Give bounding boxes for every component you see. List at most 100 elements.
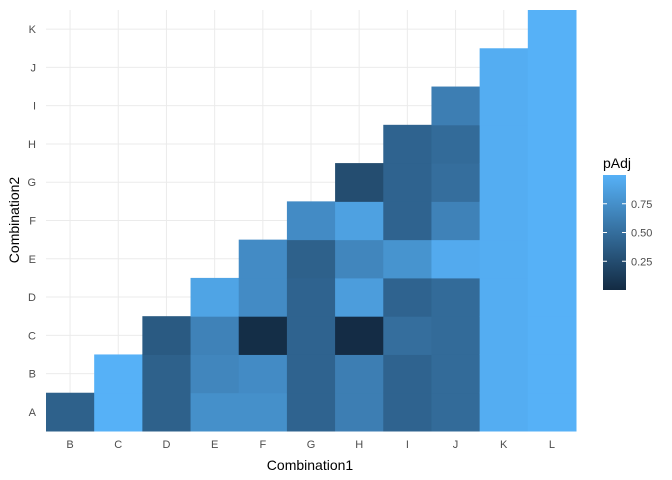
heatmap-cell-K-A [479,392,529,432]
heatmap-cell-L-G [527,163,577,202]
heatmap-cell-G-F [286,201,336,241]
y-tick-label: E [29,254,36,266]
heatmap-cell-E-B [190,354,240,394]
x-axis-ticks: B C D E F G H I J K L [66,439,555,451]
legend-title: pAdj [603,155,631,171]
heatmap-cell-L-C [527,316,577,355]
x-tick-label: B [66,439,73,451]
heatmap-cell-J-D [431,277,481,317]
y-tick-label: F [29,216,36,228]
heatmap-cell-H-A [335,392,384,432]
heatmap-cell-C-A [94,392,143,432]
heatmap-cell-I-C [383,316,432,355]
heatmap-cell-J-C [431,316,481,355]
heatmap-cell-E-C [190,316,240,355]
heatmap-cell-L-J [527,48,577,88]
heatmap-cell-I-A [383,392,432,432]
heatmap-cell-D-B [142,354,192,394]
heatmap-cell-G-E [286,239,336,279]
heatmap-cell-E-A [190,392,240,432]
x-tick-label: E [211,439,218,451]
heatmap-cell-I-H [383,124,432,164]
heatmap-cell-C-B [94,354,143,394]
heatmap-cell-G-C [286,316,336,355]
heatmap-cell-L-I [527,86,577,126]
x-tick-label: K [500,439,508,451]
heatmap-cell-H-B [335,354,384,394]
heatmap-cell-K-H [479,124,529,164]
heatmap-cell-F-E [238,239,288,279]
x-tick-label: H [355,439,363,451]
heatmap-cell-K-I [479,86,529,126]
heatmap-cell-G-A [286,392,336,432]
heatmap-cell-K-B [479,354,529,394]
heatmap-cell-H-F [335,201,384,241]
y-tick-label: J [31,62,37,74]
y-tick-label: K [29,24,37,36]
heatmap-cell-K-D [479,277,529,317]
y-tick-label: D [28,292,36,304]
heatmap-cell-L-F [527,201,577,241]
heatmap-cell-I-E [383,239,432,279]
x-tick-label: G [307,439,316,451]
heatmap-cell-K-F [479,201,529,241]
heatmap-cell-F-B [238,354,288,394]
legend: pAdj 0.25 0.50 0.75 [603,155,652,290]
heatmap-cell-K-E [479,239,529,279]
heatmap-cell-J-G [431,163,481,202]
x-tick-label: F [259,439,266,451]
heatmap-cell-J-F [431,201,481,241]
heatmap-cell-J-E [431,239,481,279]
x-tick-label: I [406,439,409,451]
y-axis-ticks: A B C D E F G H I J K [27,24,36,419]
heatmap-cell-K-C [479,316,529,355]
heatmap-cell-L-D [527,277,577,317]
heatmap-cell-H-G [335,163,384,202]
y-tick-label: C [28,330,36,342]
cell-layer [46,10,577,432]
heatmap-cell-H-D [335,277,384,317]
x-tick-label: J [453,439,459,451]
legend-tick-label: 0.75 [631,199,652,211]
heatmap-cell-L-H [527,124,577,164]
x-tick-label: L [549,439,555,451]
y-tick-label: B [29,369,36,381]
legend-tick-label: 0.50 [631,228,652,240]
heatmap-cell-K-G [479,163,529,202]
y-axis-title: Combination2 [6,177,22,264]
y-tick-label: A [29,407,37,419]
heatmap-cell-F-C [238,316,288,355]
x-tick-label: C [114,439,122,451]
heatmap-cell-E-D [190,277,240,317]
heatmap-cell-I-D [383,277,432,317]
heatmap-cell-D-A [142,392,192,432]
heatmap-cell-I-B [383,354,432,394]
heatmap-cell-L-E [527,239,577,279]
heatmap-cell-F-A [238,392,288,432]
heatmap-cell-G-D [286,277,336,317]
legend-ticks: 0.25 0.50 0.75 [603,199,652,268]
heatmap-cell-H-C [335,316,384,355]
x-axis-title: Combination1 [267,457,354,473]
heatmap-cell-L-A [527,392,577,432]
heatmap-cell-J-A [431,392,481,432]
heatmap-cell-L-B [527,354,577,394]
heatmap-cell-K-J [479,48,529,88]
y-tick-label: H [28,139,36,151]
heatmap-cell-D-C [142,316,192,355]
heatmap-cell-J-H [431,124,481,164]
heatmap-cell-I-F [383,201,432,241]
heatmap-cell-I-G [383,163,432,202]
heatmap-cell-H-E [335,239,384,279]
y-tick-label: G [27,177,36,189]
x-tick-label: D [162,439,170,451]
heatmap-cell-F-D [238,277,288,317]
legend-colorbar [603,175,626,290]
y-tick-label: I [33,101,36,113]
heatmap-cell-B-A [46,392,95,432]
legend-tick-label: 0.25 [631,256,652,268]
heatmap-cell-J-I [431,86,481,126]
heatmap-cell-L-K [527,10,577,49]
